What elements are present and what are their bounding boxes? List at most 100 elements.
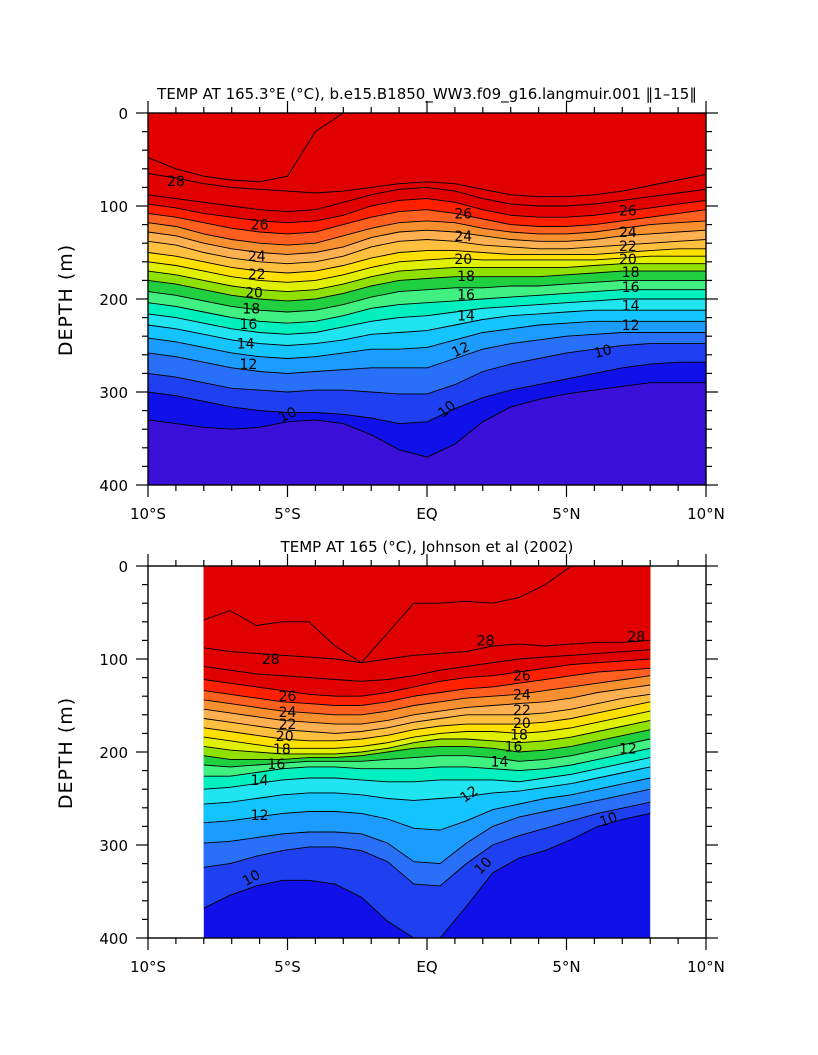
isotherm-line <box>203 801 651 887</box>
contour-label: 22 <box>513 703 531 719</box>
contour-label: 22 <box>619 239 637 255</box>
isotherm-line <box>148 239 706 265</box>
contour-label: 16 <box>505 739 523 755</box>
isotherm-line <box>148 209 706 235</box>
isotherm-line <box>203 684 651 725</box>
isotherm-line <box>148 263 706 293</box>
isotherm-line <box>203 639 651 664</box>
isotherm-line <box>203 719 651 755</box>
isotherm-line <box>203 757 651 790</box>
x-tick-label: 10°N <box>687 505 725 523</box>
y-tick-label: 100 <box>99 651 128 669</box>
observed-temperature-section: TEMP AT 165 (°C), Johnson et al (2002) D… <box>55 538 725 976</box>
panel-title: TEMP AT 165 (°C), Johnson et al (2002) <box>280 538 574 556</box>
contour-label: 16 <box>240 317 258 333</box>
contour-label: 26 <box>251 218 269 234</box>
model-temperature-section: TEMP AT 165.3°E (°C), b.e15.B1850_WW3.f0… <box>55 85 725 523</box>
contour-label: 10 <box>598 809 620 830</box>
contour-label: 20 <box>245 285 263 301</box>
isotherm-line <box>148 248 706 274</box>
contour-label: 14 <box>237 337 255 353</box>
contour-label: 16 <box>622 280 640 296</box>
contour-label: 12 <box>449 339 472 361</box>
x-tick-label: EQ <box>416 958 437 976</box>
contour-label: 24 <box>248 249 266 265</box>
contour-label: 28 <box>627 630 645 646</box>
isotherm-line <box>148 382 706 458</box>
contour-label: 24 <box>619 225 637 241</box>
contour-label: 16 <box>457 287 475 303</box>
isotherm-line <box>203 667 651 706</box>
contour-label: 20 <box>619 252 637 268</box>
contour-label: 24 <box>279 705 297 721</box>
x-tick-label: 5°S <box>274 505 301 523</box>
isotherm-line <box>203 701 651 742</box>
isotherm-line <box>148 309 706 346</box>
isotherm-line <box>203 710 651 749</box>
contour-plot: 2826242220181614121026242018161412102624… <box>99 101 725 523</box>
isotherm-line <box>148 298 706 335</box>
isotherm-line <box>148 198 706 224</box>
temperature-band <box>148 113 706 182</box>
y-tick-label: 300 <box>99 384 128 402</box>
panel-title: TEMP AT 165.3°E (°C), b.e15.B1850_WW3.f0… <box>156 85 697 104</box>
contour-label: 20 <box>276 729 294 745</box>
contour-label: 26 <box>619 204 637 220</box>
isotherm-line <box>148 289 706 324</box>
isotherm-line <box>148 220 706 246</box>
y-tick-label: 200 <box>99 744 128 762</box>
contour-label: 20 <box>454 252 472 268</box>
isotherm-line <box>148 113 706 183</box>
contour-label: 14 <box>491 754 509 770</box>
isotherm-line <box>148 255 706 283</box>
y-tick-label: 0 <box>118 558 128 576</box>
isotherm-line <box>148 270 706 302</box>
isotherm-line <box>148 229 706 255</box>
contour-label: 24 <box>513 687 531 703</box>
isotherm-line <box>203 777 651 831</box>
contour-label: 24 <box>454 229 472 245</box>
isotherm-line <box>203 675 651 716</box>
x-tick-label: 10°S <box>130 958 166 976</box>
isotherm-line <box>203 693 651 734</box>
isotherm-line <box>148 332 706 374</box>
contour-label: 20 <box>513 716 531 732</box>
isotherm-line <box>203 766 651 805</box>
isotherm-line <box>148 279 706 313</box>
y-tick-label: 200 <box>99 291 128 309</box>
x-tick-label: 5°N <box>552 505 580 523</box>
contour-label: 18 <box>622 265 640 281</box>
x-tick-label: 10°N <box>687 958 725 976</box>
x-tick-label: EQ <box>416 505 437 523</box>
contour-label: 16 <box>267 757 285 773</box>
contour-label: 26 <box>513 669 531 685</box>
y-axis-title: DEPTH (m) <box>55 244 77 356</box>
contour-label: 28 <box>477 633 495 649</box>
isotherm-line <box>148 320 706 359</box>
y-axis-title: DEPTH (m) <box>55 697 77 809</box>
isotherm-line <box>203 747 651 777</box>
contour-label: 12 <box>251 808 269 824</box>
contour-label: 28 <box>167 174 185 190</box>
contour-label: 18 <box>457 269 475 285</box>
contour-label: 12 <box>619 741 637 757</box>
contour-label: 14 <box>251 773 269 789</box>
contour-label: 12 <box>240 357 258 373</box>
isotherm-line <box>203 788 651 865</box>
y-tick-label: 300 <box>99 837 128 855</box>
isotherm-line <box>148 172 706 198</box>
isotherm-line <box>148 361 706 425</box>
isotherm-line <box>148 186 706 213</box>
contour-label: 10 <box>276 404 299 426</box>
contour-label: 22 <box>248 267 266 283</box>
isotherm-line <box>203 566 651 664</box>
isotherm-line <box>203 729 651 760</box>
x-tick-label: 5°S <box>274 958 301 976</box>
contour-label: 12 <box>622 318 640 334</box>
isotherm-line <box>203 658 651 697</box>
isotherm-line <box>203 649 651 682</box>
contour-label: 14 <box>622 299 640 315</box>
temperature-band <box>203 566 651 663</box>
